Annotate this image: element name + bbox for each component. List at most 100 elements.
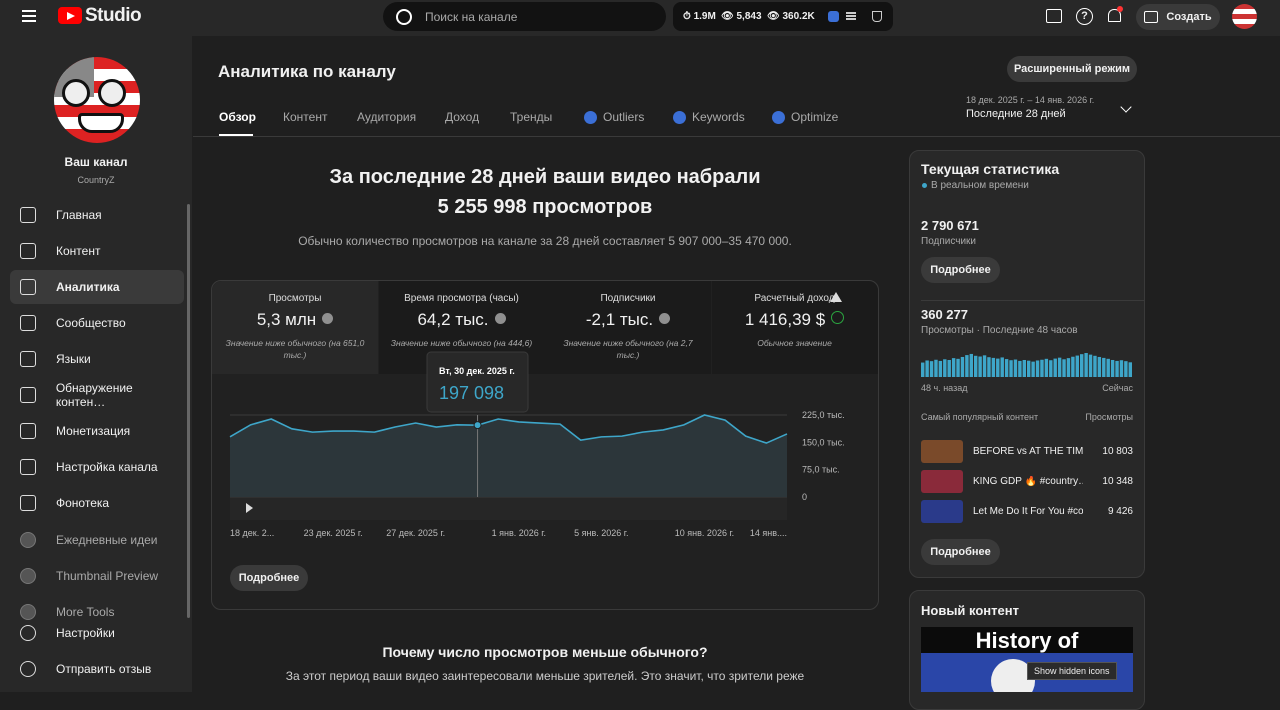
- metric-icon: [494, 313, 506, 324]
- nav-item[interactable]: Сообщество: [10, 306, 184, 340]
- tab[interactable]: Тренды: [510, 110, 553, 124]
- stat-value: 360.2K: [782, 11, 815, 22]
- stat-views: ⏱ 1.9M: [683, 11, 716, 22]
- nav-item[interactable]: Настройка канала: [10, 450, 184, 484]
- top-bar: Studio Поиск на канале ⏱ 1.9M 👁 5,843 👁 …: [0, 0, 1280, 36]
- create-label: Создать: [1166, 11, 1212, 23]
- nav-icon: [20, 279, 36, 295]
- new-content-thumbnail[interactable]: History of: [921, 627, 1133, 692]
- date-range: 18 дек. 2025 г. – 14 янв. 2026 г.: [966, 95, 1095, 105]
- realtime-details-button[interactable]: Подробнее: [921, 257, 1000, 283]
- nav-item[interactable]: Обнаружение контен…: [10, 378, 184, 412]
- tab[interactable]: Keywords: [692, 110, 745, 124]
- stats-box[interactable]: ⏱ 1.9M 👁 5,843 👁 360.2K: [673, 2, 893, 31]
- nav-icon: [20, 661, 36, 677]
- stat-value: 5,843: [736, 11, 762, 22]
- date-period[interactable]: Последние 28 дней: [966, 108, 1066, 120]
- top-thumbnail[interactable]: [921, 440, 963, 463]
- nav-item[interactable]: Thumbnail Preview: [10, 559, 184, 593]
- reason-title: Почему число просмотров меньше обычного?: [382, 644, 708, 660]
- nav-label: Монетизация: [56, 424, 131, 438]
- nav-label: Аналитика: [56, 280, 120, 294]
- reason-text: За этот период ваши видео заинтересовали…: [285, 669, 805, 683]
- metric-card[interactable]: Время просмотра (часы) 64,2 тыс. Значение …: [378, 281, 545, 374]
- create-button[interactable]: Создать: [1136, 4, 1220, 30]
- nav-label: Настройки: [56, 626, 115, 640]
- nav-item[interactable]: Аналитика: [10, 270, 184, 304]
- advanced-button[interactable]: Расширенный режим: [1007, 56, 1137, 82]
- create-icon: [1144, 11, 1159, 23]
- summary-subtitle: Обычно количество просмотров на канале з…: [298, 234, 792, 248]
- nav-item[interactable]: Контент: [10, 234, 184, 268]
- stat-subs: 👁 360.2K: [767, 11, 815, 22]
- metric-note: Значение ниже обычного (на 651,0 тыс.): [225, 338, 365, 360]
- metric-value-row: 5,3 млн: [212, 310, 378, 330]
- top-title[interactable]: Let Me Do It For You #co…: [973, 506, 1083, 517]
- nav-icon: [20, 351, 36, 367]
- metric-note: Значение ниже обычного (на 2,7 тыс.): [563, 338, 693, 360]
- sidebar: Ваш канал CountryZ Главная Контент Аналити…: [0, 36, 192, 692]
- tab[interactable]: Outliers: [603, 110, 645, 124]
- nav-icon: [20, 243, 36, 259]
- account-avatar[interactable]: [1232, 4, 1257, 29]
- ext-icon[interactable]: [828, 11, 839, 22]
- top-title[interactable]: BEFORE vs AT THE TIM…: [973, 446, 1083, 457]
- top-thumbnail[interactable]: [921, 500, 963, 523]
- metric-card[interactable]: Просмотры 5,3 млн Значение ниже обычного (…: [212, 281, 378, 374]
- metric-value-row: 64,2 тыс.: [379, 310, 545, 330]
- warning-icon: [830, 292, 842, 302]
- top-thumbnail[interactable]: [921, 470, 963, 493]
- scrollbar[interactable]: [187, 204, 190, 618]
- search-placeholder: Поиск на канале: [425, 10, 518, 24]
- search-box[interactable]: Поиск на канале: [383, 2, 666, 31]
- nav-icon: [20, 568, 36, 584]
- tab[interactable]: Контент: [283, 110, 328, 124]
- realtime-details-button[interactable]: Подробнее: [921, 539, 1000, 565]
- nav-item[interactable]: Главная: [10, 198, 184, 232]
- nav-label: Главная: [56, 208, 102, 222]
- trophy-icon[interactable]: [872, 11, 882, 22]
- metric-note: Значение ниже обычного (на 444,6): [390, 338, 533, 348]
- nav-item[interactable]: More Tools: [10, 595, 184, 629]
- nav-label: Сообщество: [56, 316, 126, 330]
- top-views: 10 348: [1102, 476, 1133, 487]
- nav-icon: [20, 459, 36, 475]
- tab[interactable]: Обзор: [219, 110, 256, 124]
- details-button[interactable]: Подробнее: [230, 565, 308, 591]
- axis-end: Сейчас: [1102, 383, 1133, 393]
- channel-handle: CountryZ: [77, 175, 115, 185]
- channel-name: Ваш канал: [64, 155, 128, 169]
- menu-icon[interactable]: [22, 10, 36, 12]
- ext-icon[interactable]: [846, 12, 856, 14]
- tab[interactable]: Аудитория: [357, 110, 417, 124]
- messages-icon[interactable]: [1046, 9, 1062, 23]
- nav-item[interactable]: Монетизация: [10, 414, 184, 448]
- metric-card[interactable]: Расчетный доход 1 416,39 $ Обычное значени…: [711, 281, 878, 374]
- nav-item[interactable]: Ежедневные идеи: [10, 523, 184, 557]
- tab[interactable]: Доход: [445, 110, 480, 124]
- nav-icon: [20, 532, 36, 548]
- nav-label: More Tools: [56, 605, 115, 619]
- metric-card[interactable]: Подписчики -2,1 тыс. Значение ниже обычног…: [545, 281, 711, 374]
- nav-item[interactable]: Языки: [10, 342, 184, 376]
- notifications-icon[interactable]: [1108, 9, 1121, 22]
- tab-icon: [673, 111, 686, 124]
- tab[interactable]: Optimize: [791, 110, 839, 124]
- page-title: Аналитика по каналу: [218, 62, 396, 81]
- top-title[interactable]: KING GDP 🔥 #country…: [973, 476, 1083, 487]
- help-icon[interactable]: ?: [1076, 8, 1093, 25]
- nav-label: Ежедневные идеи: [56, 533, 158, 547]
- views-value: 360 277: [921, 307, 968, 322]
- nav-icon: [20, 604, 36, 620]
- realtime-title: Текущая статистика: [921, 161, 1060, 177]
- nav-item[interactable]: Настройки: [10, 616, 184, 650]
- metric-note: Обычное значение: [757, 338, 832, 348]
- nav-label: Языки: [56, 352, 91, 366]
- subscribers-label: Подписчики: [921, 236, 977, 247]
- nav-item[interactable]: Отправить отзыв: [10, 652, 184, 686]
- channel-avatar[interactable]: [54, 57, 140, 143]
- logo-play: [67, 12, 75, 20]
- nav-icon: [20, 495, 36, 511]
- nav-item[interactable]: Фонотека: [10, 486, 184, 520]
- logo-text[interactable]: Studio: [85, 5, 142, 26]
